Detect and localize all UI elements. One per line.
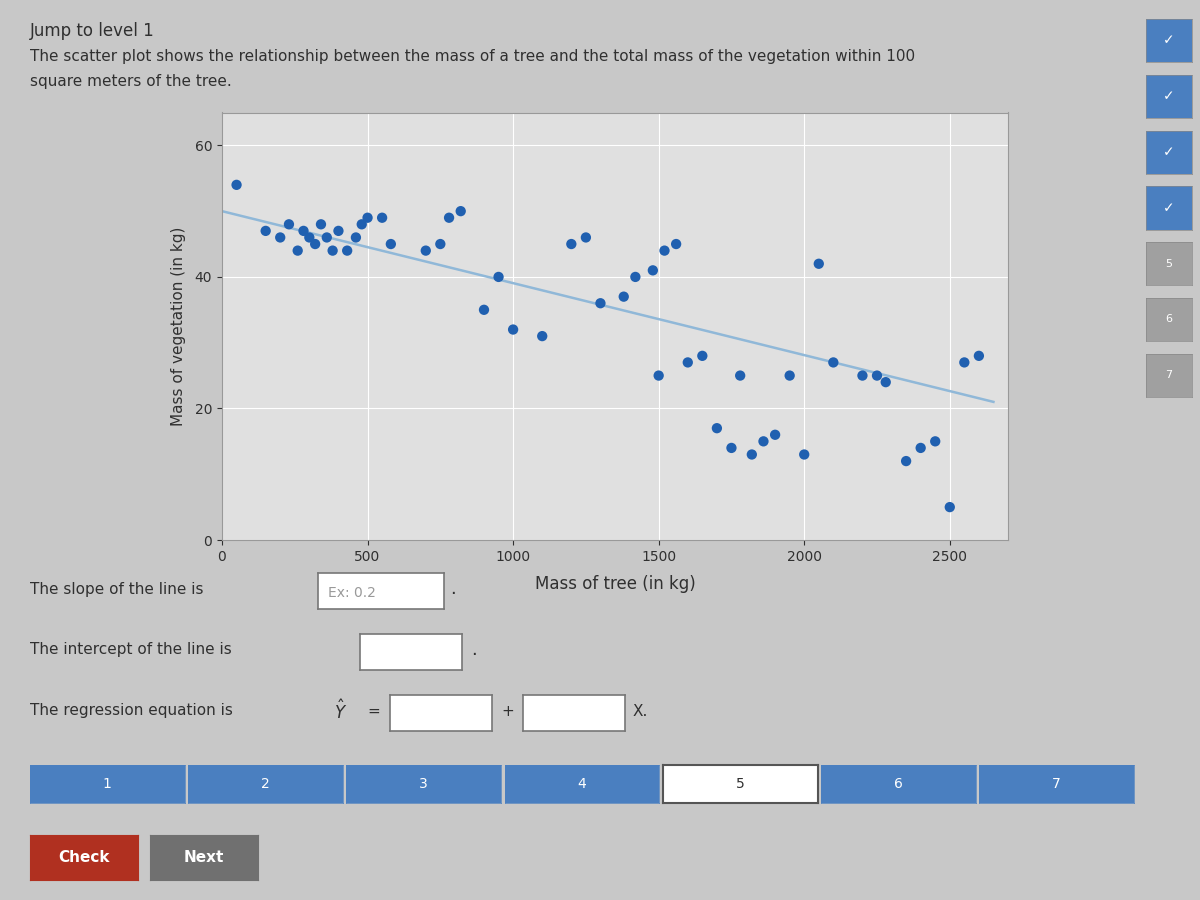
Point — [382, 237, 401, 251]
Text: 1: 1 — [103, 777, 112, 791]
Point — [300, 230, 319, 245]
Point — [614, 290, 634, 304]
Text: ✓: ✓ — [1163, 33, 1175, 48]
Text: ✓: ✓ — [1163, 89, 1175, 104]
Point — [337, 243, 356, 257]
Text: The scatter plot shows the relationship between the mass of a tree and the total: The scatter plot shows the relationship … — [30, 50, 916, 65]
Text: ✓: ✓ — [1163, 145, 1175, 159]
Point — [451, 204, 470, 219]
Text: Ex: 0.2: Ex: 0.2 — [328, 586, 376, 600]
Point — [649, 368, 668, 382]
Point — [823, 356, 842, 370]
Text: +: + — [502, 704, 515, 718]
Point — [794, 447, 814, 462]
Point — [271, 230, 290, 245]
Y-axis label: Mass of vegetation (in kg): Mass of vegetation (in kg) — [172, 227, 186, 426]
Point — [743, 447, 762, 462]
Point — [488, 270, 508, 284]
Point — [722, 441, 742, 455]
Point — [731, 368, 750, 382]
Point — [809, 256, 828, 271]
Point — [317, 230, 336, 245]
Point — [940, 500, 959, 514]
Point — [533, 328, 552, 343]
Text: =: = — [367, 704, 380, 718]
Point — [372, 211, 391, 225]
Text: Next: Next — [184, 850, 224, 865]
Point — [439, 211, 458, 225]
Point — [692, 348, 712, 363]
Text: 6: 6 — [1165, 314, 1172, 325]
Text: ✓: ✓ — [1163, 201, 1175, 215]
Point — [306, 237, 325, 251]
Text: 7: 7 — [1165, 370, 1172, 381]
Point — [294, 224, 313, 238]
Text: The slope of the line is: The slope of the line is — [30, 582, 204, 597]
Point — [504, 322, 523, 337]
Point — [853, 368, 872, 382]
Point — [590, 296, 610, 310]
Text: The regression equation is: The regression equation is — [30, 704, 233, 718]
Point — [780, 368, 799, 382]
Point — [955, 356, 974, 370]
Point — [911, 441, 930, 455]
X-axis label: Mass of tree (in kg): Mass of tree (in kg) — [535, 575, 695, 593]
Point — [707, 421, 726, 436]
Text: 5: 5 — [736, 777, 745, 791]
Text: 5: 5 — [1165, 258, 1172, 269]
Point — [925, 434, 944, 448]
Point — [280, 217, 299, 231]
Text: .: . — [472, 641, 478, 659]
Point — [311, 217, 330, 231]
Text: X.: X. — [632, 704, 648, 718]
Point — [678, 356, 697, 370]
Text: $\hat{Y}$: $\hat{Y}$ — [334, 699, 347, 723]
Point — [347, 230, 366, 245]
Point — [227, 177, 246, 192]
Text: .: . — [450, 580, 456, 598]
Text: The intercept of the line is: The intercept of the line is — [30, 643, 232, 657]
Point — [576, 230, 595, 245]
Text: 2: 2 — [262, 777, 270, 791]
Point — [970, 348, 989, 363]
Text: square meters of the tree.: square meters of the tree. — [30, 74, 232, 89]
Point — [358, 211, 377, 225]
Point — [562, 237, 581, 251]
Point — [288, 243, 307, 257]
Point — [868, 368, 887, 382]
Point — [352, 217, 371, 231]
Point — [666, 237, 685, 251]
Point — [625, 270, 644, 284]
Point — [655, 243, 674, 257]
Text: 4: 4 — [577, 777, 587, 791]
Text: 6: 6 — [894, 777, 902, 791]
Point — [754, 434, 773, 448]
Text: Jump to level 1: Jump to level 1 — [30, 22, 155, 40]
Point — [766, 428, 785, 442]
Text: 3: 3 — [419, 777, 428, 791]
Point — [431, 237, 450, 251]
Point — [474, 302, 493, 317]
Point — [896, 454, 916, 468]
Point — [416, 243, 436, 257]
Point — [329, 224, 348, 238]
Point — [256, 224, 275, 238]
Point — [323, 243, 342, 257]
Text: 7: 7 — [1052, 777, 1061, 791]
Point — [876, 375, 895, 390]
Text: Check: Check — [59, 850, 109, 865]
Point — [643, 263, 662, 277]
